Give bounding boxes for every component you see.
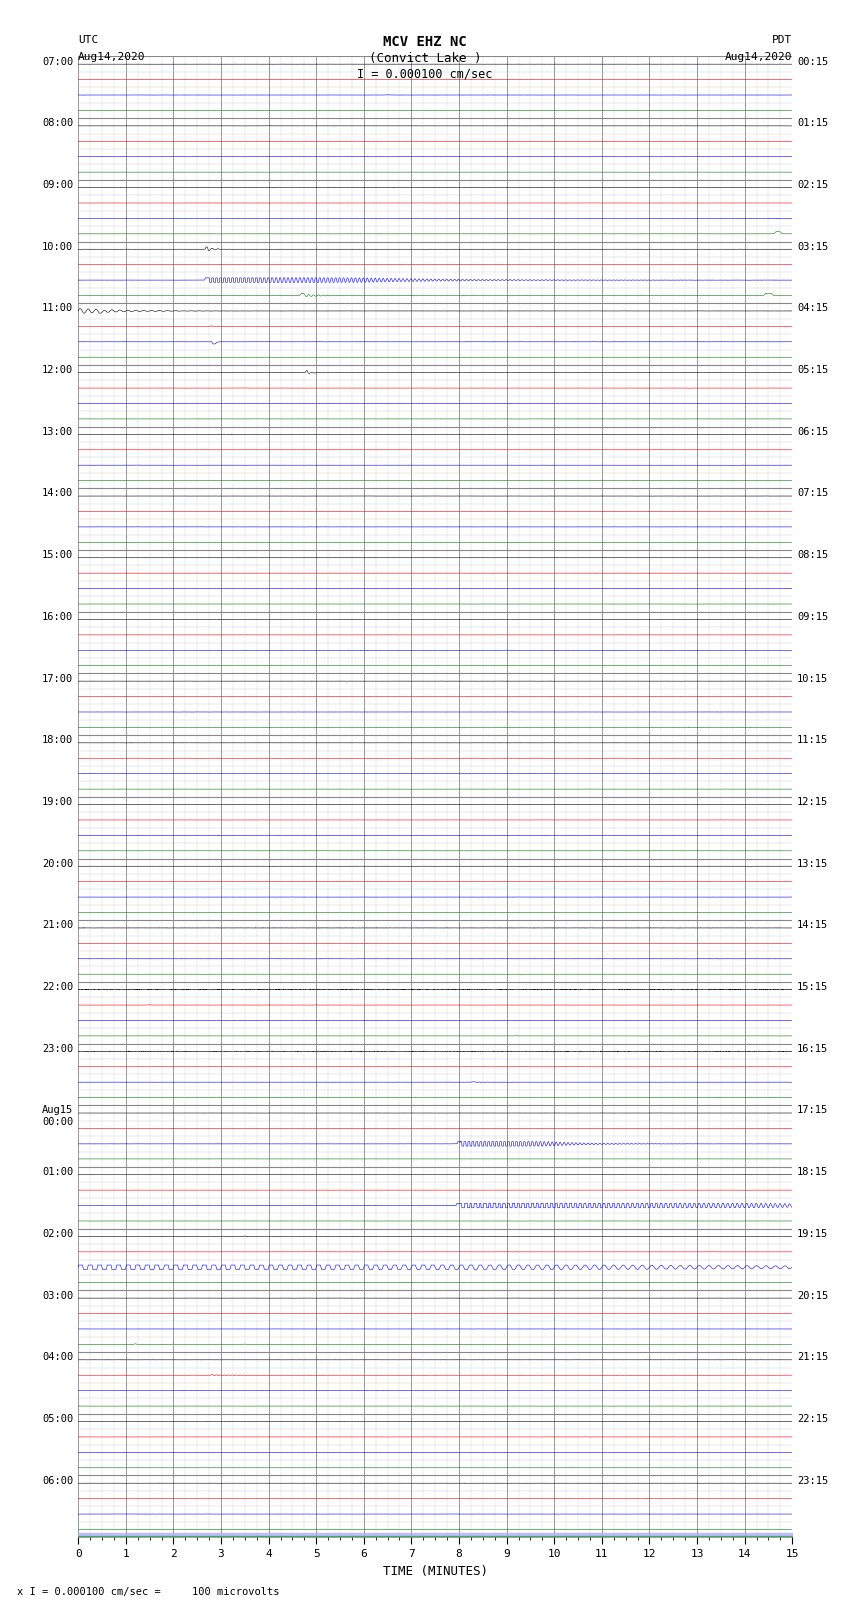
Text: Aug14,2020: Aug14,2020: [725, 52, 792, 61]
Text: (Convict Lake ): (Convict Lake ): [369, 52, 481, 65]
Text: PDT: PDT: [772, 35, 792, 45]
Text: I = 0.000100 cm/sec: I = 0.000100 cm/sec: [357, 68, 493, 81]
Text: MCV EHZ NC: MCV EHZ NC: [383, 35, 467, 50]
X-axis label: TIME (MINUTES): TIME (MINUTES): [382, 1565, 488, 1578]
Text: UTC: UTC: [78, 35, 99, 45]
Text: Aug14,2020: Aug14,2020: [78, 52, 145, 61]
Text: x I = 0.000100 cm/sec =     100 microvolts: x I = 0.000100 cm/sec = 100 microvolts: [17, 1587, 280, 1597]
